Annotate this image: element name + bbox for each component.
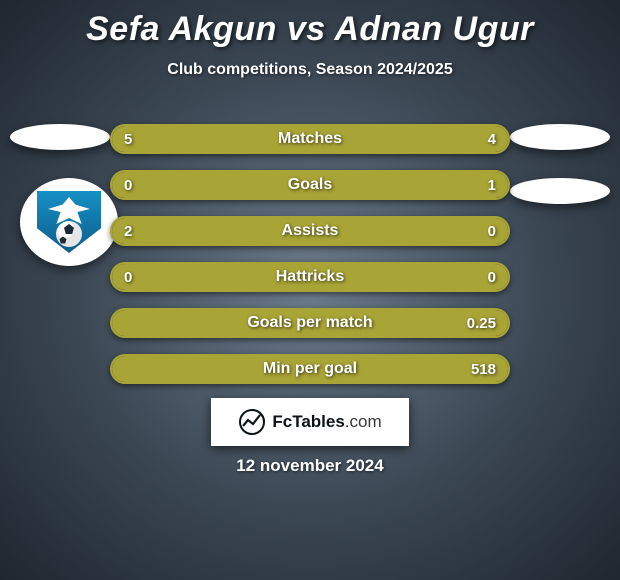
stat-row-assists: 2 Assists 0 — [110, 216, 510, 246]
soccer-ball-icon — [56, 221, 82, 247]
page-title: Sefa Akgun vs Adnan Ugur — [0, 0, 620, 49]
stat-value-right: 1 — [488, 172, 496, 198]
brand-name-bold: FcTables — [272, 412, 344, 431]
stat-value-left: 0 — [124, 264, 132, 290]
player-right-avatar-placeholder — [510, 124, 610, 150]
stat-value-right: 0.25 — [467, 310, 496, 336]
stat-fill-left — [112, 356, 508, 382]
stat-row-goals: 0 Goals 1 — [110, 170, 510, 200]
brand-text: FcTables.com — [272, 412, 381, 432]
stat-value-right: 518 — [471, 356, 496, 382]
stat-fill-left — [112, 218, 508, 244]
stat-value-right: 0 — [488, 218, 496, 244]
stat-fill-left — [112, 310, 508, 336]
brand-name-light: .com — [345, 412, 382, 431]
stat-fill-right — [330, 126, 508, 152]
stat-value-left: 2 — [124, 218, 132, 244]
club-shield-icon — [37, 191, 101, 253]
stat-row-matches: 5 Matches 4 — [110, 124, 510, 154]
date-label: 12 november 2024 — [0, 456, 620, 476]
stat-row-hattricks: 0 Hattricks 0 — [110, 262, 510, 292]
stat-value-left: 5 — [124, 126, 132, 152]
brand-badge: FcTables.com — [211, 398, 409, 446]
page-subtitle: Club competitions, Season 2024/2025 — [0, 61, 620, 79]
stat-row-goals-per-match: Goals per match 0.25 — [110, 308, 510, 338]
stat-value-right: 0 — [488, 264, 496, 290]
player-left-club-logo — [20, 178, 118, 266]
player-left-avatar-placeholder — [10, 124, 110, 150]
stat-fill-left — [112, 126, 330, 152]
player-right-club-placeholder — [510, 178, 610, 204]
stat-value-left: 0 — [124, 172, 132, 198]
brand-logo-icon — [238, 408, 266, 436]
stat-fill-right — [191, 172, 508, 198]
stats-container: 5 Matches 4 0 Goals 1 2 Assists 0 0 Hatt… — [110, 124, 510, 400]
stat-row-min-per-goal: Min per goal 518 — [110, 354, 510, 384]
stat-value-right: 4 — [488, 126, 496, 152]
comparison-card: Sefa Akgun vs Adnan Ugur Club competitio… — [0, 0, 620, 580]
stat-fill-left — [112, 264, 508, 290]
